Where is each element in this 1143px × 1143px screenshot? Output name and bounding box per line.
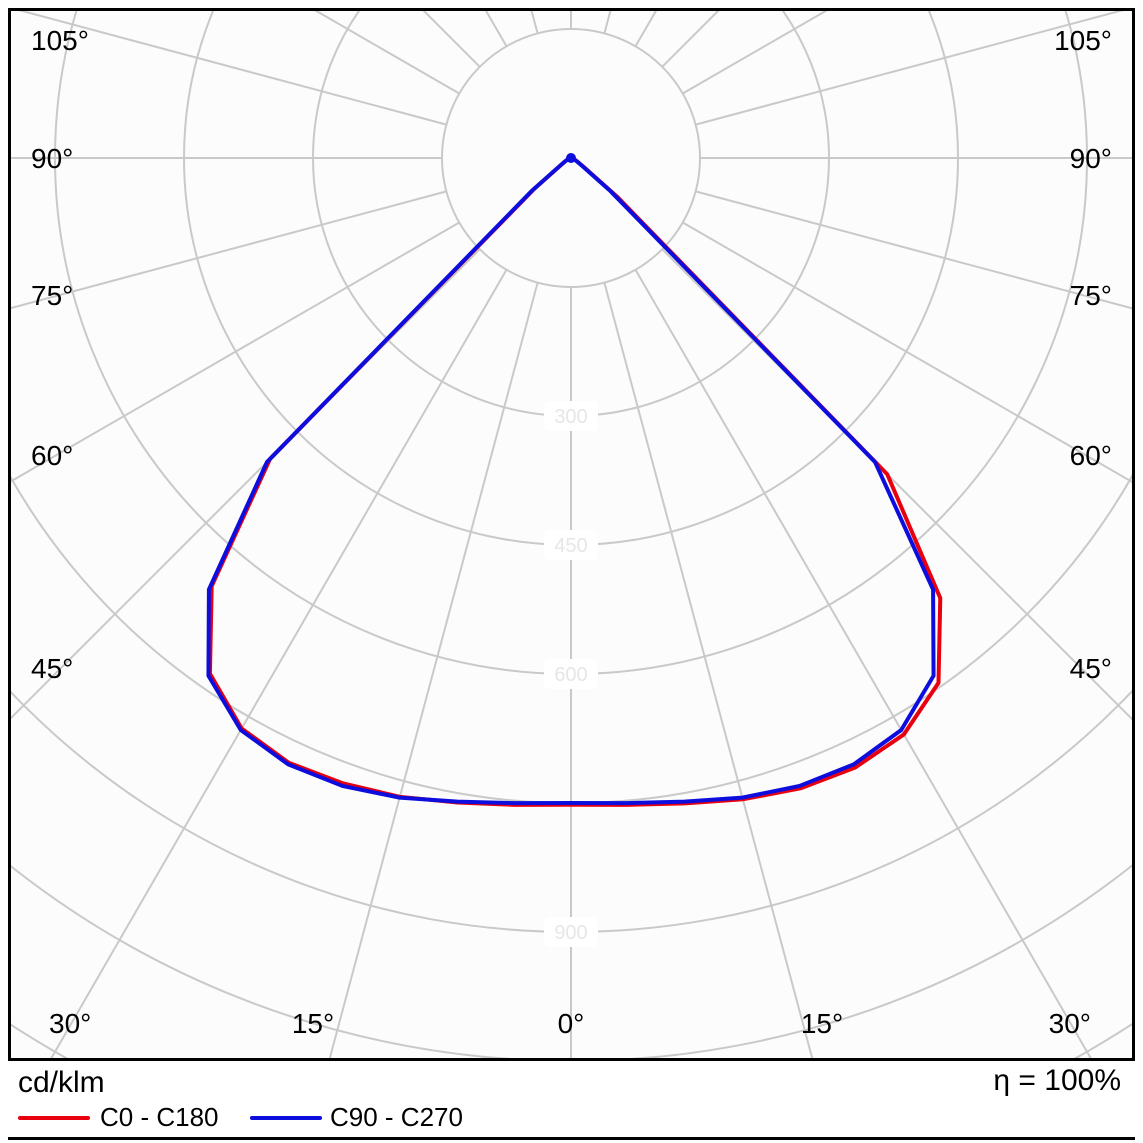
- angle-label-right: 75°: [1070, 280, 1112, 311]
- angle-label-right: 60°: [1070, 440, 1112, 471]
- series-curves: [206, 156, 943, 807]
- angle-label-left: 105°: [31, 25, 89, 56]
- legend-line-c90-c270: [250, 1116, 322, 1120]
- origin-dot: [566, 153, 576, 163]
- legend-label-c90-c270: C90 - C270: [330, 1102, 463, 1132]
- grid-ray: [682, 221, 1132, 484]
- radial-tick-label: 600: [554, 664, 587, 686]
- angle-label-bottom: 30°: [1049, 1008, 1091, 1039]
- radial-tick-box: [544, 401, 598, 431]
- angle-label-bottom: 0°: [558, 1008, 585, 1039]
- grid-ray: [11, 221, 460, 483]
- angle-label-bottom: 15°: [801, 1008, 843, 1039]
- legend: C0 - C180 C90 - C270: [0, 1100, 1143, 1136]
- grid-ray: [695, 11, 1124, 126]
- angle-label-right: 45°: [1070, 653, 1112, 684]
- grid-ray: [18, 11, 447, 126]
- angle-label-left: 60°: [31, 440, 73, 471]
- grid-ray: [328, 282, 539, 1058]
- grid-ray: [661, 248, 1132, 721]
- angle-label-left: 90°: [31, 143, 73, 174]
- radial-tick-labels: 300 450 600 900: [544, 401, 598, 947]
- grid-ray: [634, 269, 1092, 1058]
- radial-tick-box: [544, 530, 598, 560]
- curve-c90-c270: [206, 156, 936, 806]
- legend-label-c0-c180: C0 - C180: [100, 1102, 219, 1132]
- polar-chart: 300 450 600 900 105° 105° 90° 90° 75° 75° 60° 60° 45…: [11, 11, 1132, 1058]
- grid-ray: [603, 282, 814, 1058]
- angle-label-left: 45°: [31, 653, 73, 684]
- angle-label-bottom: 30°: [49, 1008, 91, 1039]
- grid-ray: [11, 248, 481, 720]
- legend-line-c0-c180: [18, 1116, 90, 1120]
- efficiency-label: η = 100%: [993, 1064, 1121, 1097]
- grid-ray: [50, 269, 508, 1058]
- grid-ray: [695, 190, 1132, 310]
- grid-ray: [11, 190, 447, 310]
- polar-diagram-frame: 300 450 600 900 105° 105° 90° 90° 75° 75° 60° 60° 45…: [8, 8, 1135, 1061]
- radial-tick-box: [544, 917, 598, 947]
- angle-label-bottom: 15°: [292, 1008, 334, 1039]
- bottom-divider: [8, 1137, 1135, 1140]
- unit-label: cd/klm: [18, 1066, 105, 1099]
- radial-tick-label: 300: [554, 406, 587, 428]
- radial-tick-label: 900: [554, 922, 587, 944]
- angle-label-right: 90°: [1070, 143, 1112, 174]
- radial-tick-box: [544, 659, 598, 689]
- angle-label-left: 75°: [31, 280, 73, 311]
- curve-c0-c180: [207, 156, 943, 807]
- angle-labels: 105° 105° 90° 90° 75° 75° 60° 60° 45° 45° 30° 15° 0°…: [31, 25, 1112, 1039]
- radial-tick-label: 450: [554, 535, 587, 557]
- angle-label-right: 105°: [1054, 25, 1112, 56]
